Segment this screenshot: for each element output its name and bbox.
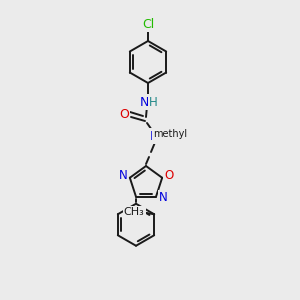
Text: O: O xyxy=(119,109,129,122)
Text: H: H xyxy=(148,95,158,109)
Text: O: O xyxy=(164,169,174,182)
Text: N: N xyxy=(139,95,149,109)
Text: methyl: methyl xyxy=(153,129,187,139)
Text: N: N xyxy=(149,130,159,142)
Text: Cl: Cl xyxy=(142,17,154,31)
Text: N: N xyxy=(159,191,167,204)
Text: CH₃: CH₃ xyxy=(124,207,145,217)
Text: N: N xyxy=(118,169,127,182)
